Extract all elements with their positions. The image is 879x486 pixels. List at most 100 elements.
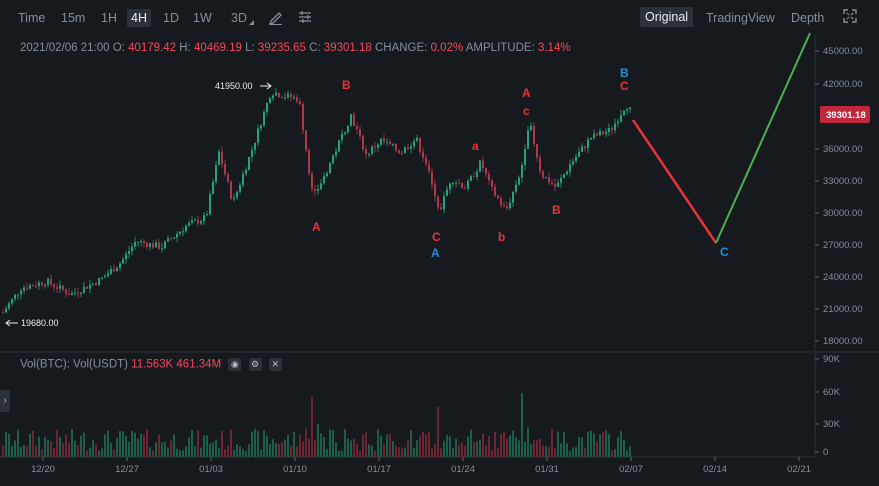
volume-bar — [458, 444, 460, 457]
volume-bar — [398, 447, 400, 457]
candle-body — [53, 284, 55, 288]
candle-body — [530, 125, 532, 131]
volume-readout: Vol(BTC): Vol(USDT) 11.563K 461.34M ◉ ⚙ … — [20, 358, 282, 371]
volume-bar — [209, 443, 211, 457]
candle-body — [164, 241, 166, 248]
volume-bar — [620, 431, 622, 457]
volume-bar — [281, 441, 283, 457]
interval-15m[interactable]: 15m — [61, 11, 86, 25]
candle-body — [476, 171, 478, 177]
volume-bar — [404, 447, 406, 457]
candle-body — [371, 146, 373, 154]
candle-body — [89, 284, 91, 289]
volume-bar — [377, 429, 379, 457]
candle-body — [176, 233, 178, 238]
view-original[interactable]: Original — [640, 7, 694, 27]
date-tick: 01/31 — [535, 464, 559, 475]
volume-bar — [296, 446, 298, 457]
view-tradingview[interactable]: TradingView — [706, 11, 775, 25]
volume-label-btc: Vol(BTC): — [20, 358, 70, 371]
volume-bar — [596, 441, 598, 457]
wave-label-c2: C — [620, 79, 629, 93]
volume-bar — [332, 430, 334, 457]
candle-body — [467, 180, 469, 189]
volume-bar — [104, 434, 106, 457]
draw-pen-icon[interactable] — [268, 9, 284, 25]
candle-body — [380, 138, 382, 145]
volume-bar — [269, 443, 271, 457]
volume-bar — [338, 450, 340, 457]
volume-bar — [287, 434, 289, 457]
close-icon[interactable]: ✕ — [268, 358, 282, 371]
volume-bar — [323, 437, 325, 457]
eye-icon[interactable]: ◉ — [228, 358, 242, 371]
volume-bar — [431, 448, 433, 457]
volume-bar — [293, 431, 295, 457]
candle-body — [473, 176, 475, 178]
volume-bar — [152, 450, 154, 457]
volume-bar — [542, 445, 544, 457]
volume-bar — [608, 434, 610, 457]
volume-bar — [29, 433, 31, 457]
volume-bar — [311, 397, 313, 457]
volume-bar — [383, 444, 385, 457]
volume-bar — [305, 428, 307, 457]
candle-body — [389, 141, 391, 145]
volume-bar — [14, 440, 16, 457]
interval-4h[interactable]: 4H — [127, 9, 151, 27]
ohlc-close: 39301.18 — [323, 42, 372, 54]
candle-body — [161, 247, 163, 250]
candle-body — [254, 142, 256, 150]
volume-bar — [116, 437, 118, 457]
volume-bar — [590, 430, 592, 457]
candle-body — [464, 187, 466, 189]
candle-body — [515, 184, 517, 192]
volume-bar — [518, 440, 520, 457]
wave-label-small-a: a — [472, 139, 479, 153]
view-depth[interactable]: Depth — [791, 11, 825, 25]
candle-body — [137, 241, 139, 243]
interval-1h[interactable]: 1H — [101, 11, 117, 25]
date-tick: 02/21 — [787, 464, 811, 475]
candle-body — [173, 237, 175, 239]
candle-body — [347, 125, 349, 133]
settings-sliders-icon[interactable] — [297, 9, 313, 25]
dropdown-corner-icon — [249, 20, 254, 25]
volume-bar — [371, 445, 373, 457]
volume-bar — [389, 433, 391, 457]
volume-bar — [266, 435, 268, 457]
candle-body — [95, 283, 97, 286]
volume-bar — [314, 439, 316, 457]
candle-body — [485, 167, 487, 174]
interval-1d[interactable]: 1D — [163, 11, 179, 25]
interval-time[interactable]: Time — [18, 11, 46, 25]
volume-bar — [512, 430, 514, 457]
interval-1w[interactable]: 1W — [193, 11, 212, 25]
candle-body — [599, 131, 601, 136]
volume-bar — [584, 448, 586, 457]
wave-label-b2: B — [552, 203, 561, 217]
fullscreen-icon[interactable] — [843, 9, 857, 23]
wave-label-b: B — [342, 78, 351, 92]
volume-bar — [413, 447, 415, 457]
candle-body — [383, 138, 385, 142]
candle-body — [512, 191, 514, 203]
candle-body — [263, 111, 265, 126]
volume-bar — [302, 441, 304, 457]
volume-bar — [395, 445, 397, 457]
volume-bar — [317, 423, 319, 457]
volume-bar — [134, 432, 136, 457]
candle-body — [287, 93, 289, 98]
settings-icon[interactable]: ⚙ — [248, 358, 262, 371]
candle-body — [59, 285, 61, 289]
volume-bar — [335, 442, 337, 457]
expand-panel-chevron-icon[interactable]: › — [0, 390, 10, 412]
volume-bar — [299, 434, 301, 457]
volume-bar — [176, 448, 178, 457]
candle-body — [617, 121, 619, 124]
interval-3d[interactable]: 3D — [231, 11, 247, 25]
volume-bar — [170, 439, 172, 457]
volume-bar — [485, 444, 487, 457]
candle-body — [521, 164, 523, 178]
candle-body — [101, 277, 103, 279]
